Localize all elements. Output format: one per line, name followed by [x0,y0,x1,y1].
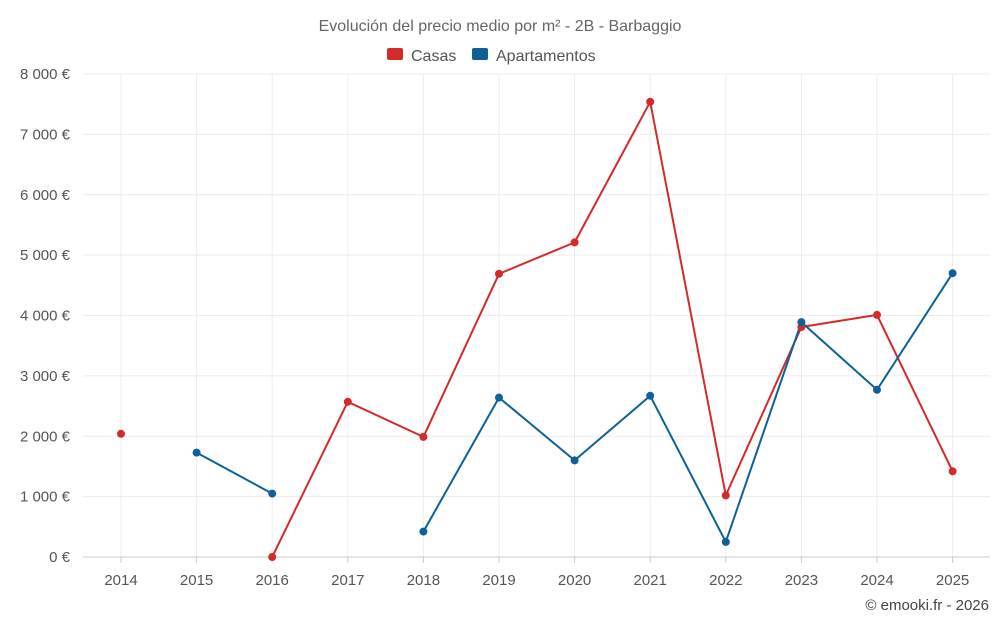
data-point-casas[interactable] [570,238,579,247]
series-line-apartamentos [196,451,273,495]
series-line-casas [271,100,954,558]
data-point-casas[interactable] [117,429,125,438]
chart-title: Evolución del precio medio por m² - 2B -… [319,18,682,35]
data-point-apartamentos[interactable] [570,456,579,465]
data-point-apartamentos[interactable] [646,391,655,400]
x-tick-label: 2017 [331,572,364,589]
x-tick-label: 2021 [634,572,667,589]
y-tick-label: 4 000 € [20,308,71,325]
x-tick-label: 2022 [709,572,742,589]
x-tick-label: 2015 [180,572,213,589]
data-point-casas[interactable] [343,397,352,406]
series-markers [117,97,957,561]
legend-label-casas[interactable]: Casas [411,48,456,65]
y-tick-label: 6 000 € [20,187,71,204]
series-lines [196,100,954,558]
grid [83,73,990,558]
y-tick-label: 1 000 € [20,489,71,506]
y-tick-label: 8 000 € [20,66,71,83]
data-point-apartamentos[interactable] [797,318,806,327]
legend-label-apartamentos[interactable]: Apartamentos [496,48,596,65]
x-tick-label: 2020 [558,572,591,589]
legend-swatch-casas [387,48,403,60]
x-tick-label: 2019 [482,572,515,589]
legend-swatch-apartamentos [472,48,488,60]
data-point-casas[interactable] [646,97,655,106]
data-point-casas[interactable] [721,491,730,500]
data-point-apartamentos[interactable] [192,448,201,457]
data-point-apartamentos[interactable] [873,385,881,394]
data-point-apartamentos[interactable] [419,527,428,536]
x-tick-label: 2024 [860,572,893,589]
y-tick-label: 7 000 € [20,126,71,143]
x-tick-label: 2016 [256,572,289,589]
data-point-casas[interactable] [419,432,428,441]
data-point-apartamentos[interactable] [948,269,957,278]
y-tick-label: 0 € [49,549,71,566]
axes: 0 € 1 000 € 2 000 € 3 000 € 4 000 € 5 000 € 6 … [20,66,990,589]
data-point-apartamentos[interactable] [495,393,503,402]
series-line-apartamentos [422,272,954,543]
x-tick-label: 2018 [407,572,440,589]
legend: Casas Apartamentos [387,48,596,65]
x-tick-label: 2025 [936,572,969,589]
data-point-apartamentos[interactable] [268,489,277,498]
x-tick-label: 2023 [785,572,818,589]
y-tick-label: 2 000 € [20,428,71,445]
data-point-casas[interactable] [268,553,277,561]
y-tick-label: 3 000 € [20,368,71,385]
y-tick-label: 5 000 € [20,247,71,264]
x-tick-label: 2014 [104,572,137,589]
data-point-apartamentos[interactable] [721,537,730,546]
credit-text: © emooki.fr - 2026 [865,597,989,614]
data-point-casas[interactable] [948,467,957,476]
data-point-casas[interactable] [873,310,881,319]
data-point-casas[interactable] [495,269,503,278]
